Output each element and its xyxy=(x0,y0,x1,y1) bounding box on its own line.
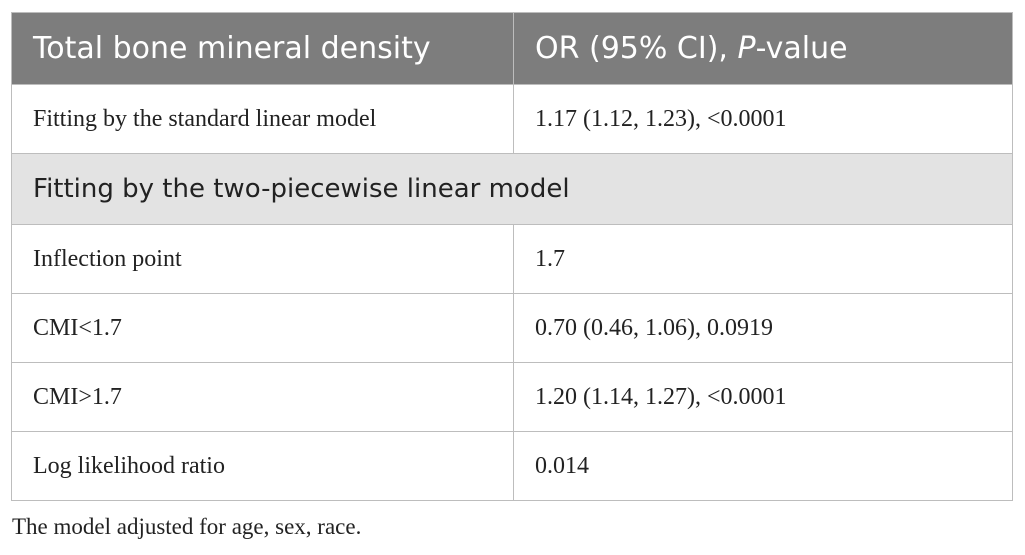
cell: 1.20 (1.14, 1.27), <0.0001 xyxy=(513,362,1013,432)
cell: 0.014 xyxy=(513,431,1013,501)
header-cell: Total bone mineral density xyxy=(11,12,514,85)
header-text: -value xyxy=(755,31,848,66)
cell: 0.70 (0.46, 1.06), 0.0919 xyxy=(513,293,1013,363)
cell: CMI>1.7 xyxy=(11,362,514,432)
row: Fitting by the standard linear model 1.17… xyxy=(11,84,1013,154)
cell: CMI<1.7 xyxy=(11,293,514,363)
header-row: Total bone mineral density OR (95% CI), … xyxy=(11,12,1013,85)
row: CMI<1.7 0.70 (0.46, 1.06), 0.0919 xyxy=(11,293,1013,363)
row: Inflection point 1.7 xyxy=(11,224,1013,294)
header-text: OR (95% CI), xyxy=(535,31,738,66)
cell: Fitting by the standard linear model xyxy=(11,84,514,154)
footnote: The model adjusted for age, sex, race. xyxy=(12,514,362,539)
cell: Inflection point xyxy=(11,224,514,294)
section-row: Fitting by the two-piecewise linear mode… xyxy=(11,153,1013,225)
cell: 1.17 (1.12, 1.23), <0.0001 xyxy=(513,84,1013,154)
section-cell: Fitting by the two-piecewise linear mode… xyxy=(11,153,1013,225)
row: CMI>1.7 1.20 (1.14, 1.27), <0.0001 xyxy=(11,362,1013,432)
results-table: Total bone mineral density OR (95% CI), … xyxy=(11,12,1013,501)
cell: 1.7 xyxy=(513,224,1013,294)
header-text: P xyxy=(737,31,756,66)
cell: Log likelihood ratio xyxy=(11,431,514,501)
row: Log likelihood ratio 0.014 xyxy=(11,431,1013,501)
header-cell: OR (95% CI), P-value xyxy=(513,12,1013,85)
